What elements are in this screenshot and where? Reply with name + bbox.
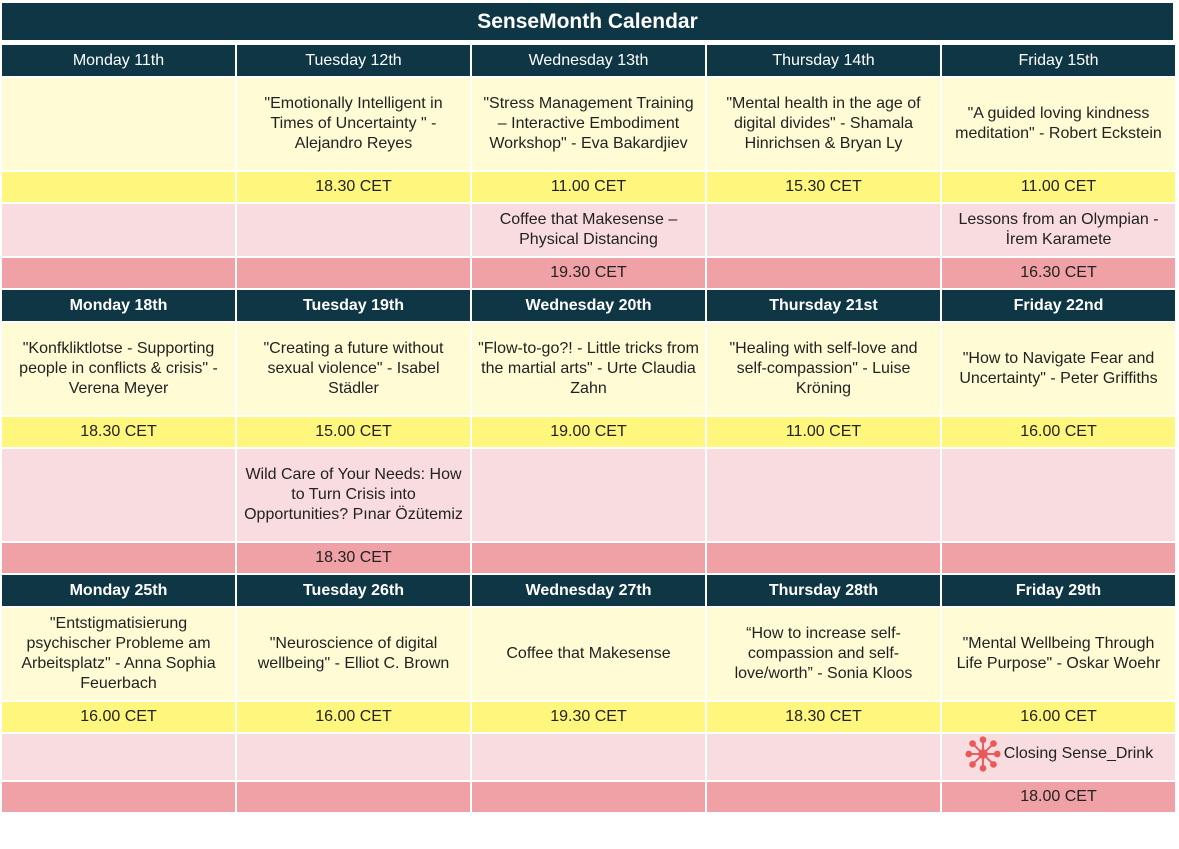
time-cell: 11.00 CET bbox=[472, 172, 705, 202]
week-1-day-headers: Monday 11th Tuesday 12th Wednesday 13th … bbox=[2, 45, 1175, 76]
side-event-cell bbox=[707, 449, 940, 541]
side-time-cell: 19.30 CET bbox=[472, 258, 705, 288]
time-cell: 11.00 CET bbox=[707, 417, 940, 447]
side-event-cell bbox=[472, 449, 705, 541]
side-event-cell: Wild Care of Your Needs: How to Turn Cri… bbox=[237, 449, 470, 541]
side-time-cell bbox=[2, 782, 235, 812]
side-event-cell: Coffee that Makesense – Physical Distanc… bbox=[472, 204, 705, 256]
event-cell: "Flow-to-go?! - Little tricks from the m… bbox=[472, 323, 705, 415]
week-1-times: 18.30 CET 11.00 CET 15.30 CET 11.00 CET bbox=[2, 172, 1175, 202]
side-event-cell bbox=[237, 204, 470, 256]
day-header: Thursday 28th bbox=[707, 575, 940, 606]
event-cell: Coffee that Makesense bbox=[472, 608, 705, 700]
time-cell: 16.00 CET bbox=[237, 702, 470, 732]
time-cell: 16.00 CET bbox=[942, 702, 1175, 732]
week-2-events: "Konfkliktlotse - Supporting people in c… bbox=[2, 323, 1175, 415]
time-cell: 18.30 CET bbox=[2, 417, 235, 447]
time-cell: 11.00 CET bbox=[942, 172, 1175, 202]
event-cell: "Neuroscience of digital wellbeing" - El… bbox=[237, 608, 470, 700]
time-cell: 19.00 CET bbox=[472, 417, 705, 447]
day-header: Tuesday 12th bbox=[237, 45, 470, 76]
week-3-day-headers: Monday 25th Tuesday 26th Wednesday 27th … bbox=[2, 575, 1175, 606]
network-molecule-icon bbox=[964, 735, 1002, 773]
week-3-times: 16.00 CET 16.00 CET 19.30 CET 18.30 CET … bbox=[2, 702, 1175, 732]
week-3-side-times: 18.00 CET bbox=[2, 782, 1175, 812]
time-cell bbox=[2, 172, 235, 202]
side-time-cell: 16.30 CET bbox=[942, 258, 1175, 288]
event-cell: "Emotionally Intelligent in Times of Unc… bbox=[237, 78, 470, 170]
time-cell: 16.00 CET bbox=[942, 417, 1175, 447]
time-cell: 18.30 CET bbox=[707, 702, 940, 732]
event-cell: "Stress Management Training – Interactiv… bbox=[472, 78, 705, 170]
event-cell: "Konfkliktlotse - Supporting people in c… bbox=[2, 323, 235, 415]
day-header: Friday 22nd bbox=[942, 290, 1175, 321]
week-3-events: "Entstigmatisierung psychischer Probleme… bbox=[2, 608, 1175, 700]
event-cell bbox=[2, 78, 235, 170]
day-header: Tuesday 26th bbox=[237, 575, 470, 606]
calendar-grid: Monday 11th Tuesday 12th Wednesday 13th … bbox=[0, 43, 1177, 814]
side-time-cell bbox=[237, 782, 470, 812]
day-header: Monday 11th bbox=[2, 45, 235, 76]
side-event-cell-closing: Closing Sense_Drink bbox=[942, 734, 1175, 780]
day-header: Tuesday 19th bbox=[237, 290, 470, 321]
side-time-cell bbox=[2, 543, 235, 573]
side-event-cell bbox=[2, 734, 235, 780]
side-time-cell bbox=[942, 543, 1175, 573]
event-cell: "A guided loving kindness meditation" - … bbox=[942, 78, 1175, 170]
side-time-cell bbox=[237, 258, 470, 288]
week-3-side-events: Closing Sense_Drink bbox=[2, 734, 1175, 780]
side-time-cell: 18.00 CET bbox=[942, 782, 1175, 812]
side-event-cell bbox=[942, 449, 1175, 541]
event-cell: “How to increase self-compassion and sel… bbox=[707, 608, 940, 700]
side-time-cell bbox=[707, 782, 940, 812]
event-cell: "Entstigmatisierung psychischer Probleme… bbox=[2, 608, 235, 700]
event-cell: "How to Navigate Fear and Uncertainty" -… bbox=[942, 323, 1175, 415]
calendar-title: SenseMonth Calendar bbox=[2, 3, 1173, 40]
day-header: Monday 25th bbox=[2, 575, 235, 606]
side-event-cell bbox=[237, 734, 470, 780]
day-header: Monday 18th bbox=[2, 290, 235, 321]
time-cell: 15.30 CET bbox=[707, 172, 940, 202]
time-cell: 19.30 CET bbox=[472, 702, 705, 732]
time-cell: 18.30 CET bbox=[237, 172, 470, 202]
side-event-cell: Lessons from an Olympian - İrem Karamete bbox=[942, 204, 1175, 256]
side-time-cell bbox=[707, 258, 940, 288]
side-time-cell bbox=[2, 258, 235, 288]
side-time-cell bbox=[472, 782, 705, 812]
event-cell: "Mental Wellbeing Through Life Purpose" … bbox=[942, 608, 1175, 700]
day-header: Wednesday 20th bbox=[472, 290, 705, 321]
week-1-events: "Emotionally Intelligent in Times of Unc… bbox=[2, 78, 1175, 170]
day-header: Thursday 14th bbox=[707, 45, 940, 76]
event-cell: "Mental health in the age of digital div… bbox=[707, 78, 940, 170]
side-event-cell bbox=[707, 204, 940, 256]
closing-event-label: Closing Sense_Drink bbox=[1003, 745, 1154, 762]
week-2-times: 18.30 CET 15.00 CET 19.00 CET 11.00 CET … bbox=[2, 417, 1175, 447]
week-1-side-times: 19.30 CET 16.30 CET bbox=[2, 258, 1175, 288]
day-header: Wednesday 27th bbox=[472, 575, 705, 606]
week-1-side-events: Coffee that Makesense – Physical Distanc… bbox=[2, 204, 1175, 256]
week-2-side-events: Wild Care of Your Needs: How to Turn Cri… bbox=[2, 449, 1175, 541]
day-header: Thursday 21st bbox=[707, 290, 940, 321]
day-header: Friday 29th bbox=[942, 575, 1175, 606]
side-time-cell bbox=[707, 543, 940, 573]
side-event-cell bbox=[2, 204, 235, 256]
week-2-day-headers: Monday 18th Tuesday 19th Wednesday 20th … bbox=[2, 290, 1175, 321]
event-cell: "Healing with self-love and self-compass… bbox=[707, 323, 940, 415]
side-time-cell: 18.30 CET bbox=[237, 543, 470, 573]
side-event-cell bbox=[472, 734, 705, 780]
event-cell: "Creating a future without sexual violen… bbox=[237, 323, 470, 415]
side-event-cell bbox=[2, 449, 235, 541]
side-event-cell bbox=[707, 734, 940, 780]
time-cell: 16.00 CET bbox=[2, 702, 235, 732]
day-header: Friday 15th bbox=[942, 45, 1175, 76]
day-header: Wednesday 13th bbox=[472, 45, 705, 76]
week-2-side-times: 18.30 CET bbox=[2, 543, 1175, 573]
side-time-cell bbox=[472, 543, 705, 573]
time-cell: 15.00 CET bbox=[237, 417, 470, 447]
